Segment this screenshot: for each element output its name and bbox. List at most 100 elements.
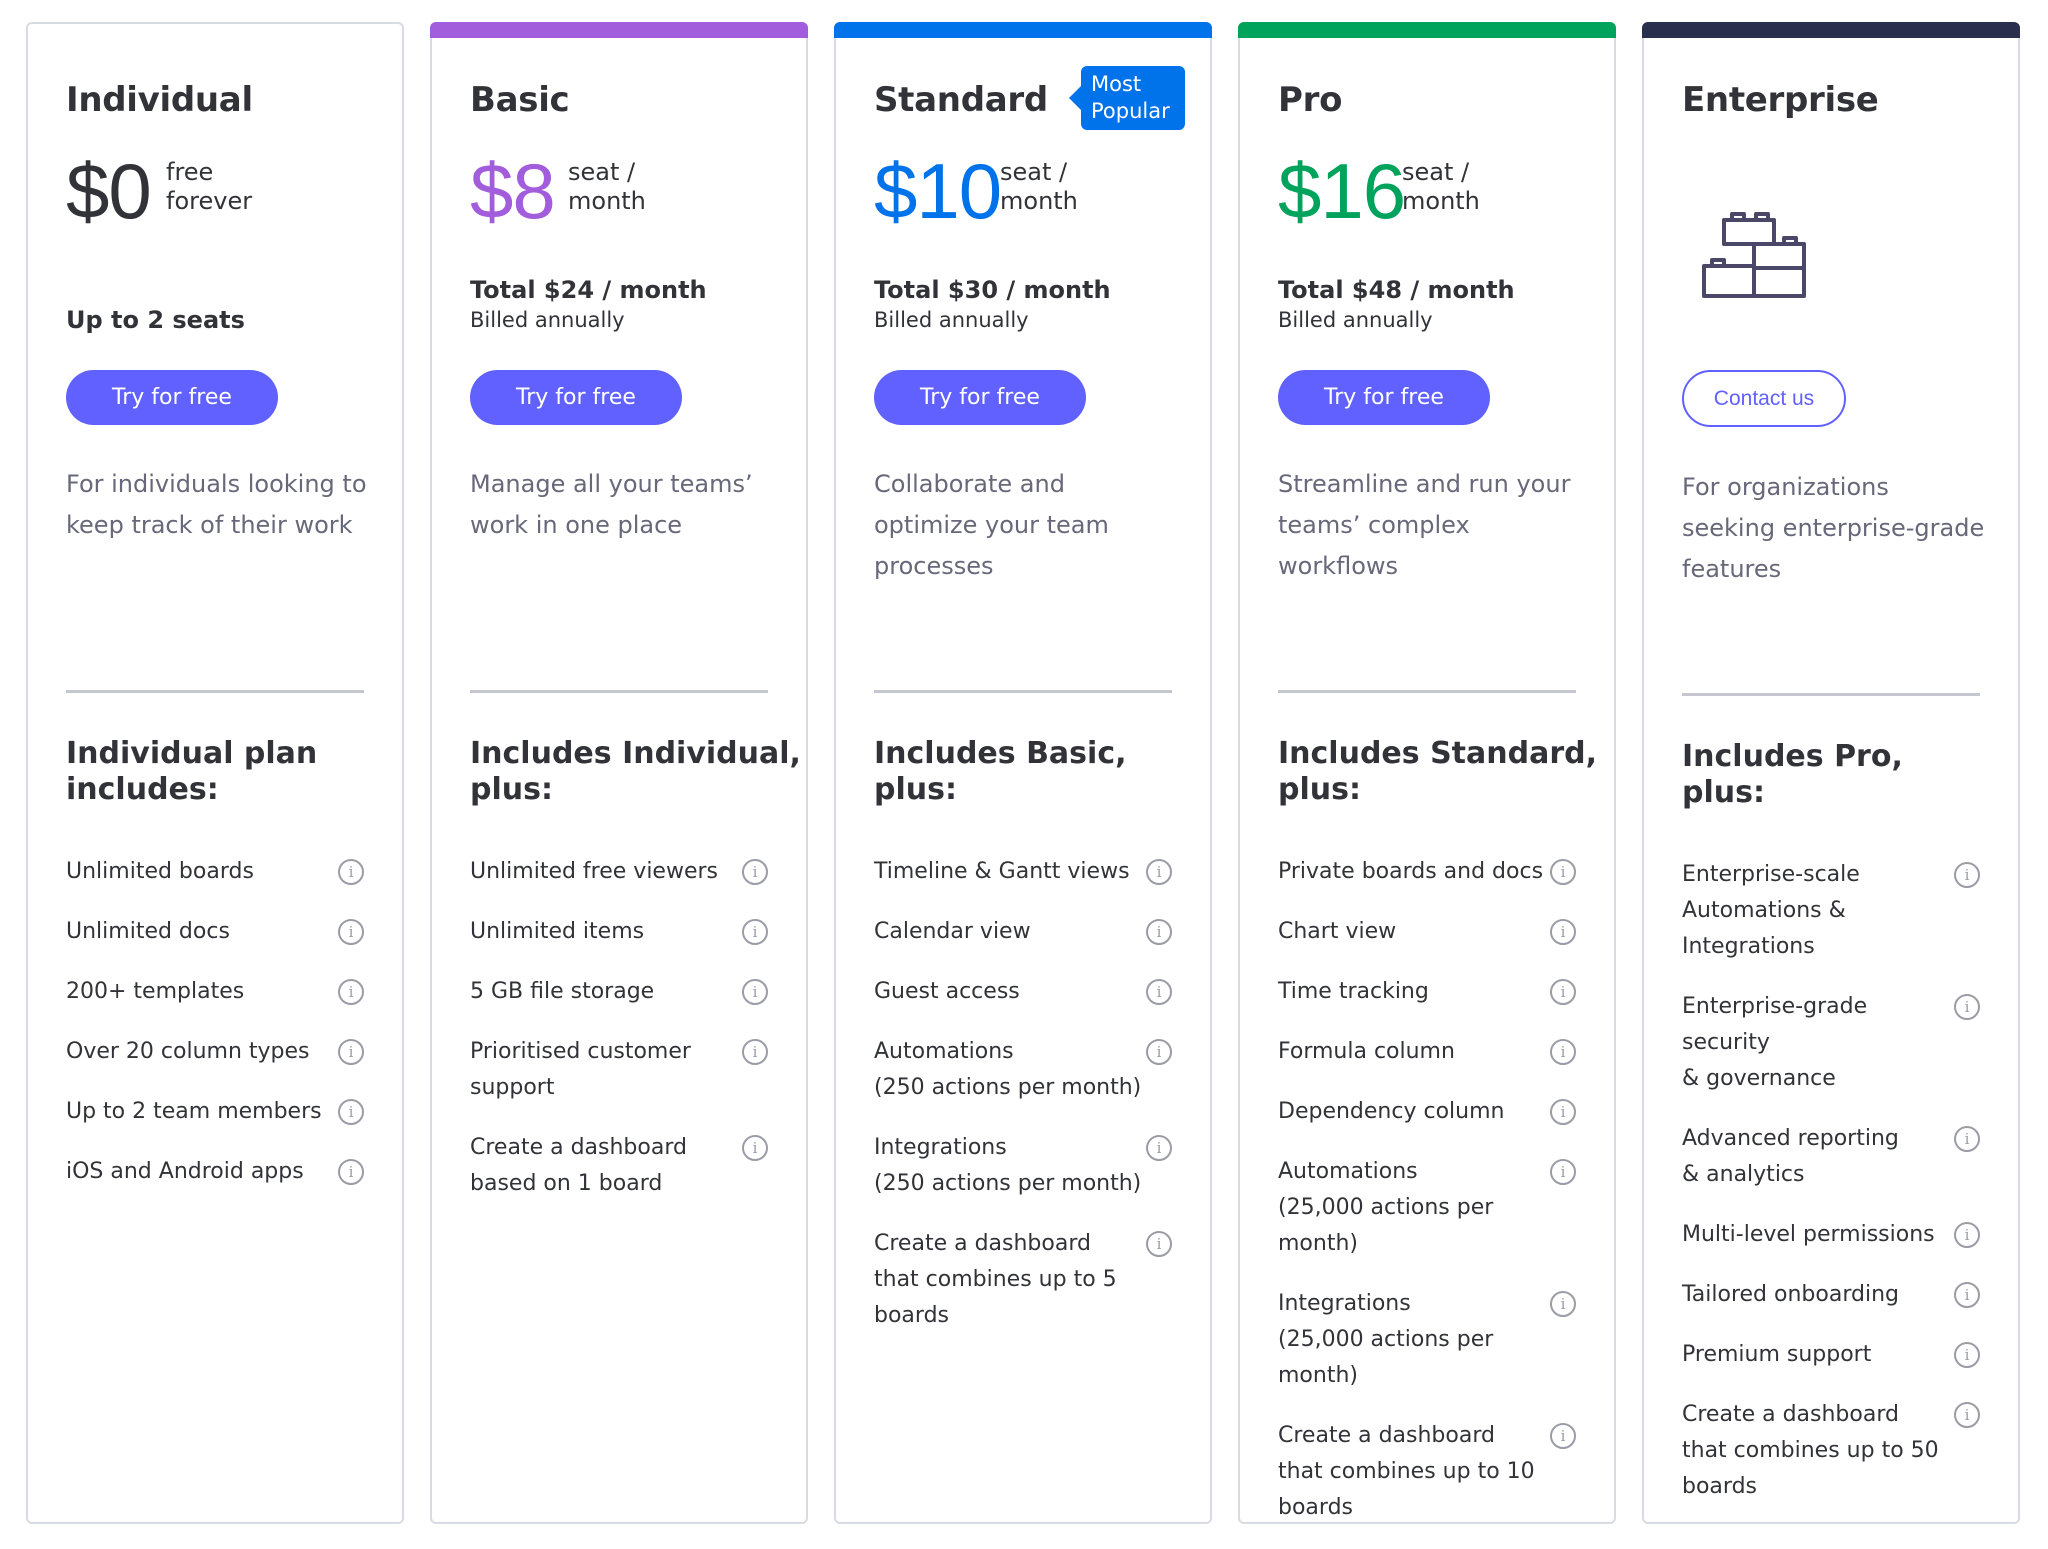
plan-name: Individual (66, 80, 253, 120)
info-icon[interactable]: i (1550, 1159, 1576, 1185)
feature-text-line: Create a dashboard (1682, 1402, 1899, 1427)
feature-item: Dependency column i (1278, 1094, 1576, 1130)
try-for-free-button[interactable]: Try for free (874, 370, 1086, 425)
feature-text-line: Prioritised customer (470, 1039, 691, 1064)
plan-price: $16 (1278, 147, 1406, 235)
includes-title: Includes Standard, plus: (1278, 736, 1597, 808)
info-icon[interactable]: i (1550, 1039, 1576, 1065)
feature-text-line: (25,000 actions per (1278, 1195, 1494, 1220)
info-icon[interactable]: i (1146, 979, 1172, 1005)
info-icon[interactable]: i (1146, 859, 1172, 885)
feature-text-line: Automations (1278, 1159, 1418, 1184)
info-icon[interactable]: i (338, 1159, 364, 1185)
info-icon[interactable]: i (1954, 1126, 1980, 1152)
feature-text-line: security (1682, 1030, 1770, 1055)
plan-name: Pro (1278, 80, 1343, 120)
feature-text-line: that combines up to 50 (1682, 1438, 1939, 1463)
total-price: Total $24 / month (470, 276, 707, 304)
feature-item: iOS and Android apps i (66, 1154, 364, 1190)
feature-text: Advanced reporting & analytics (1682, 1121, 1980, 1193)
try-for-free-button[interactable]: Try for free (66, 370, 278, 425)
feature-text-line: 200+ templates (66, 979, 245, 1004)
text-line: Includes Pro, (1682, 739, 1903, 774)
info-icon[interactable]: i (338, 979, 364, 1005)
info-icon[interactable]: i (1954, 994, 1980, 1020)
feature-text-line: Tailored onboarding (1682, 1282, 1899, 1307)
info-icon[interactable]: i (1954, 1342, 1980, 1368)
text-line: seeking enterprise-grade (1682, 514, 1985, 542)
feature-item: Create a dashboard that combines up to 10… (1278, 1418, 1576, 1526)
total-price: Total $48 / month (1278, 276, 1515, 304)
feature-text-line: that combines up to 10 (1278, 1459, 1535, 1484)
feature-text: Unlimited docs (66, 914, 364, 950)
info-icon[interactable]: i (742, 919, 768, 945)
info-icon[interactable]: i (1550, 1423, 1576, 1449)
info-icon[interactable]: i (1550, 979, 1576, 1005)
info-icon[interactable]: i (338, 1039, 364, 1065)
price-unit: seat / month (1000, 158, 1078, 215)
info-icon[interactable]: i (1954, 1222, 1980, 1248)
info-icon[interactable]: i (1146, 1039, 1172, 1065)
info-icon[interactable]: i (1954, 1282, 1980, 1308)
feature-text: Create a dashboard that combines up to 10… (1278, 1418, 1576, 1526)
info-icon[interactable]: i (1550, 1291, 1576, 1317)
total-price: Total $30 / month (874, 276, 1111, 304)
info-icon[interactable]: i (338, 919, 364, 945)
plan-description: Collaborate and optimize your team process… (874, 464, 1172, 587)
contact-us-button[interactable]: Contact us (1682, 370, 1846, 427)
seats-limit: Up to 2 seats (66, 306, 245, 334)
feature-text-line: that combines up to 5 (874, 1267, 1117, 1292)
feature-text: Chart view (1278, 914, 1576, 950)
text-line: teams’ complex (1278, 511, 1470, 539)
plan-price: $10 (874, 147, 1002, 235)
feature-item: Over 20 column types i (66, 1034, 364, 1070)
try-for-free-button[interactable]: Try for free (1278, 370, 1490, 425)
feature-item: Unlimited docs i (66, 914, 364, 950)
feature-item: Premium support i (1682, 1337, 1980, 1373)
info-icon[interactable]: i (1550, 1099, 1576, 1125)
feature-item: Multi-level permissions i (1682, 1217, 1980, 1253)
info-icon[interactable]: i (1146, 1231, 1172, 1257)
includes-title: Individual plan includes: (66, 736, 317, 808)
feature-text-line: Create a dashboard (470, 1135, 687, 1160)
feature-text-line: Multi-level permissions (1682, 1222, 1935, 1247)
info-icon[interactable]: i (338, 859, 364, 885)
feature-text-line: Integrations (1278, 1291, 1411, 1316)
feature-text-line: Private boards and docs (1278, 859, 1544, 884)
feature-text: Enterprise-scale Automations & Integration… (1682, 857, 1980, 965)
info-icon[interactable]: i (742, 1135, 768, 1161)
price-unit: seat / month (1402, 158, 1480, 215)
try-for-free-button[interactable]: Try for free (470, 370, 682, 425)
feature-text: Over 20 column types (66, 1034, 364, 1070)
feature-text: 200+ templates (66, 974, 364, 1010)
plan-card-basic: Basic $8 seat / month Total $24 / month B… (430, 22, 808, 1524)
feature-text-line: Create a dashboard (874, 1231, 1091, 1256)
feature-text-line: Unlimited free viewers (470, 859, 719, 884)
text-line: Includes Standard, (1278, 736, 1597, 771)
info-icon[interactable]: i (1146, 919, 1172, 945)
info-icon[interactable]: i (1954, 1402, 1980, 1428)
plan-description: Streamline and run your teams’ complex wor… (1278, 464, 1576, 587)
feature-item: Time tracking i (1278, 974, 1576, 1010)
info-icon[interactable]: i (1550, 919, 1576, 945)
feature-item: Unlimited boards i (66, 854, 364, 890)
feature-text-line: Guest access (874, 979, 1020, 1004)
info-icon[interactable]: i (1550, 859, 1576, 885)
text-line: plus: (470, 772, 553, 807)
feature-item: 5 GB file storage i (470, 974, 768, 1010)
feature-text-line: Enterprise-scale (1682, 862, 1860, 887)
feature-text: Prioritised customer support (470, 1034, 768, 1106)
info-icon[interactable]: i (338, 1099, 364, 1125)
info-icon[interactable]: i (742, 1039, 768, 1065)
info-icon[interactable]: i (1146, 1135, 1172, 1161)
feature-text: Integrations (25,000 actions per month) (1278, 1286, 1576, 1394)
feature-item: Unlimited free viewers i (470, 854, 768, 890)
text-line: features (1682, 555, 1782, 583)
info-icon[interactable]: i (1954, 862, 1980, 888)
feature-item: Chart view i (1278, 914, 1576, 950)
feature-text-line: Time tracking (1278, 979, 1429, 1004)
divider (66, 690, 364, 693)
info-icon[interactable]: i (742, 979, 768, 1005)
info-icon[interactable]: i (742, 859, 768, 885)
feature-text-line: support (470, 1075, 555, 1100)
